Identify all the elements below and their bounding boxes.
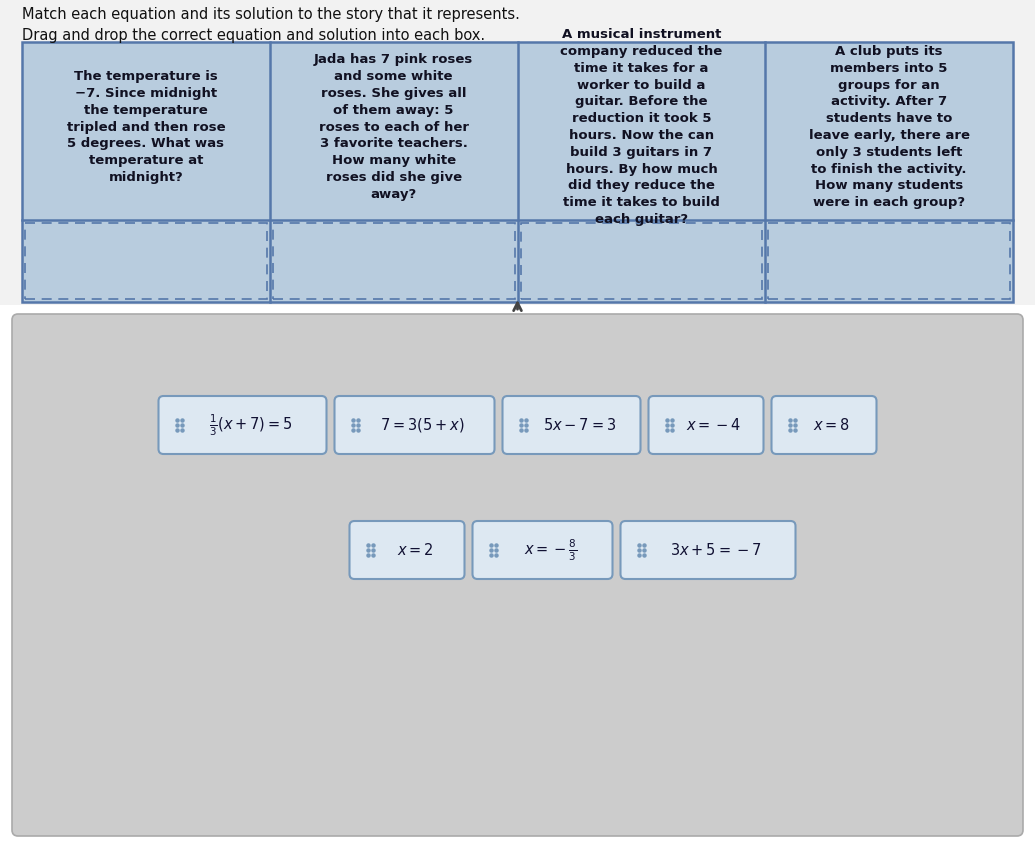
FancyBboxPatch shape (334, 396, 495, 454)
FancyBboxPatch shape (649, 396, 764, 454)
Text: $x=-4$: $x=-4$ (686, 417, 742, 433)
FancyBboxPatch shape (768, 223, 1010, 299)
Text: $\frac{1}{3}(x+7) = 5$: $\frac{1}{3}(x+7) = 5$ (209, 412, 292, 438)
Text: A musical instrument
company reduced the
time it takes for a
worker to build a
g: A musical instrument company reduced the… (560, 28, 722, 226)
Text: Drag and drop the correct equation and solution into each box.: Drag and drop the correct equation and s… (22, 28, 485, 43)
Text: A club puts its
members into 5
groups for an
activity. After 7
students have to
: A club puts its members into 5 groups fo… (808, 45, 970, 209)
Text: $x=8$: $x=8$ (814, 417, 851, 433)
Text: The temperature is
−7. Since midnight
the temperature
tripled and then rose
5 de: The temperature is −7. Since midnight th… (66, 71, 226, 184)
FancyBboxPatch shape (621, 521, 796, 579)
FancyBboxPatch shape (350, 521, 465, 579)
Text: $7 = 3(5+x)$: $7 = 3(5+x)$ (380, 416, 465, 434)
FancyBboxPatch shape (771, 396, 877, 454)
Text: Match each equation and its solution to the story that it represents.: Match each equation and its solution to … (22, 7, 520, 22)
FancyBboxPatch shape (273, 223, 514, 299)
FancyBboxPatch shape (0, 0, 1035, 305)
FancyBboxPatch shape (473, 521, 613, 579)
Text: $5x-7=3$: $5x-7=3$ (543, 417, 616, 433)
FancyBboxPatch shape (521, 223, 762, 299)
Text: $x=-\frac{8}{3}$: $x=-\frac{8}{3}$ (524, 537, 578, 563)
Text: $x=2$: $x=2$ (396, 542, 434, 558)
FancyBboxPatch shape (22, 42, 1013, 302)
Text: $3x+5=-7$: $3x+5=-7$ (671, 542, 762, 558)
FancyBboxPatch shape (158, 396, 326, 454)
FancyBboxPatch shape (25, 223, 267, 299)
FancyBboxPatch shape (12, 314, 1023, 836)
FancyBboxPatch shape (503, 396, 641, 454)
Text: Jada has 7 pink roses
and some white
roses. She gives all
of them away: 5
roses : Jada has 7 pink roses and some white ros… (314, 54, 473, 201)
